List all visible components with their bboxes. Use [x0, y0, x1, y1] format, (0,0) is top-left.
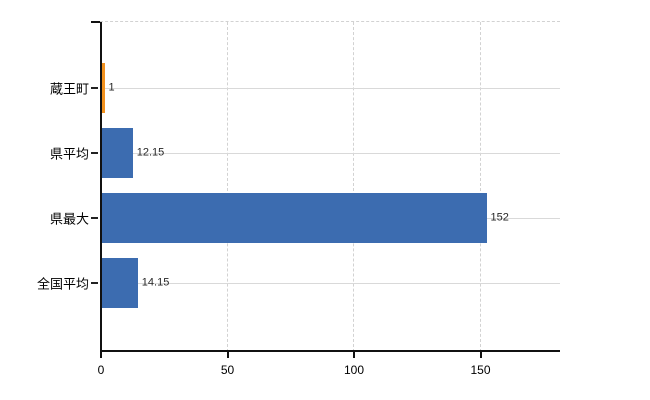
- value-label: 1: [108, 81, 115, 94]
- x-axis-tick: [226, 352, 229, 358]
- category-tick: [91, 282, 98, 284]
- vertical-gridline: [353, 22, 354, 352]
- y-axis-top-tick: [91, 21, 100, 23]
- x-axis-tick: [353, 352, 355, 358]
- bar-4: [102, 258, 138, 308]
- vertical-gridline: [226, 22, 228, 352]
- x-tick-label: 0: [97, 363, 105, 377]
- value-label: 152: [490, 211, 509, 224]
- category-tick: [91, 217, 98, 219]
- y-axis-line: [100, 22, 102, 352]
- x-axis-tick: [479, 352, 482, 358]
- value-label: 12.15: [136, 146, 165, 159]
- horizontal-gridline: [101, 282, 560, 284]
- x-tick-label: 50: [220, 363, 235, 377]
- plot-area: 蔵王町 1 県平均 12.15 県最大 152 全国平均 14.15 0 50 100 150: [37, 21, 560, 377]
- horizontal-gridline: [101, 152, 560, 154]
- bar-1: [102, 63, 105, 113]
- plot-top-border: [100, 21, 560, 22]
- x-axis-tick: [100, 352, 102, 358]
- x-axis-line: [100, 350, 560, 352]
- horizontal-gridline: [101, 87, 560, 89]
- bar-3: [102, 193, 487, 243]
- vertical-gridline: [479, 22, 481, 352]
- category-label: 県最大: [49, 211, 89, 227]
- value-label: 14.15: [141, 276, 170, 289]
- category-label: 県平均: [49, 146, 89, 162]
- x-tick-label: 100: [343, 363, 365, 377]
- category-tick: [91, 87, 98, 89]
- x-tick-label: 150: [470, 363, 491, 377]
- bar-2: [102, 128, 133, 178]
- category-label: 蔵王町: [49, 81, 89, 97]
- category-tick: [91, 152, 98, 154]
- category-label: 全国平均: [36, 276, 89, 292]
